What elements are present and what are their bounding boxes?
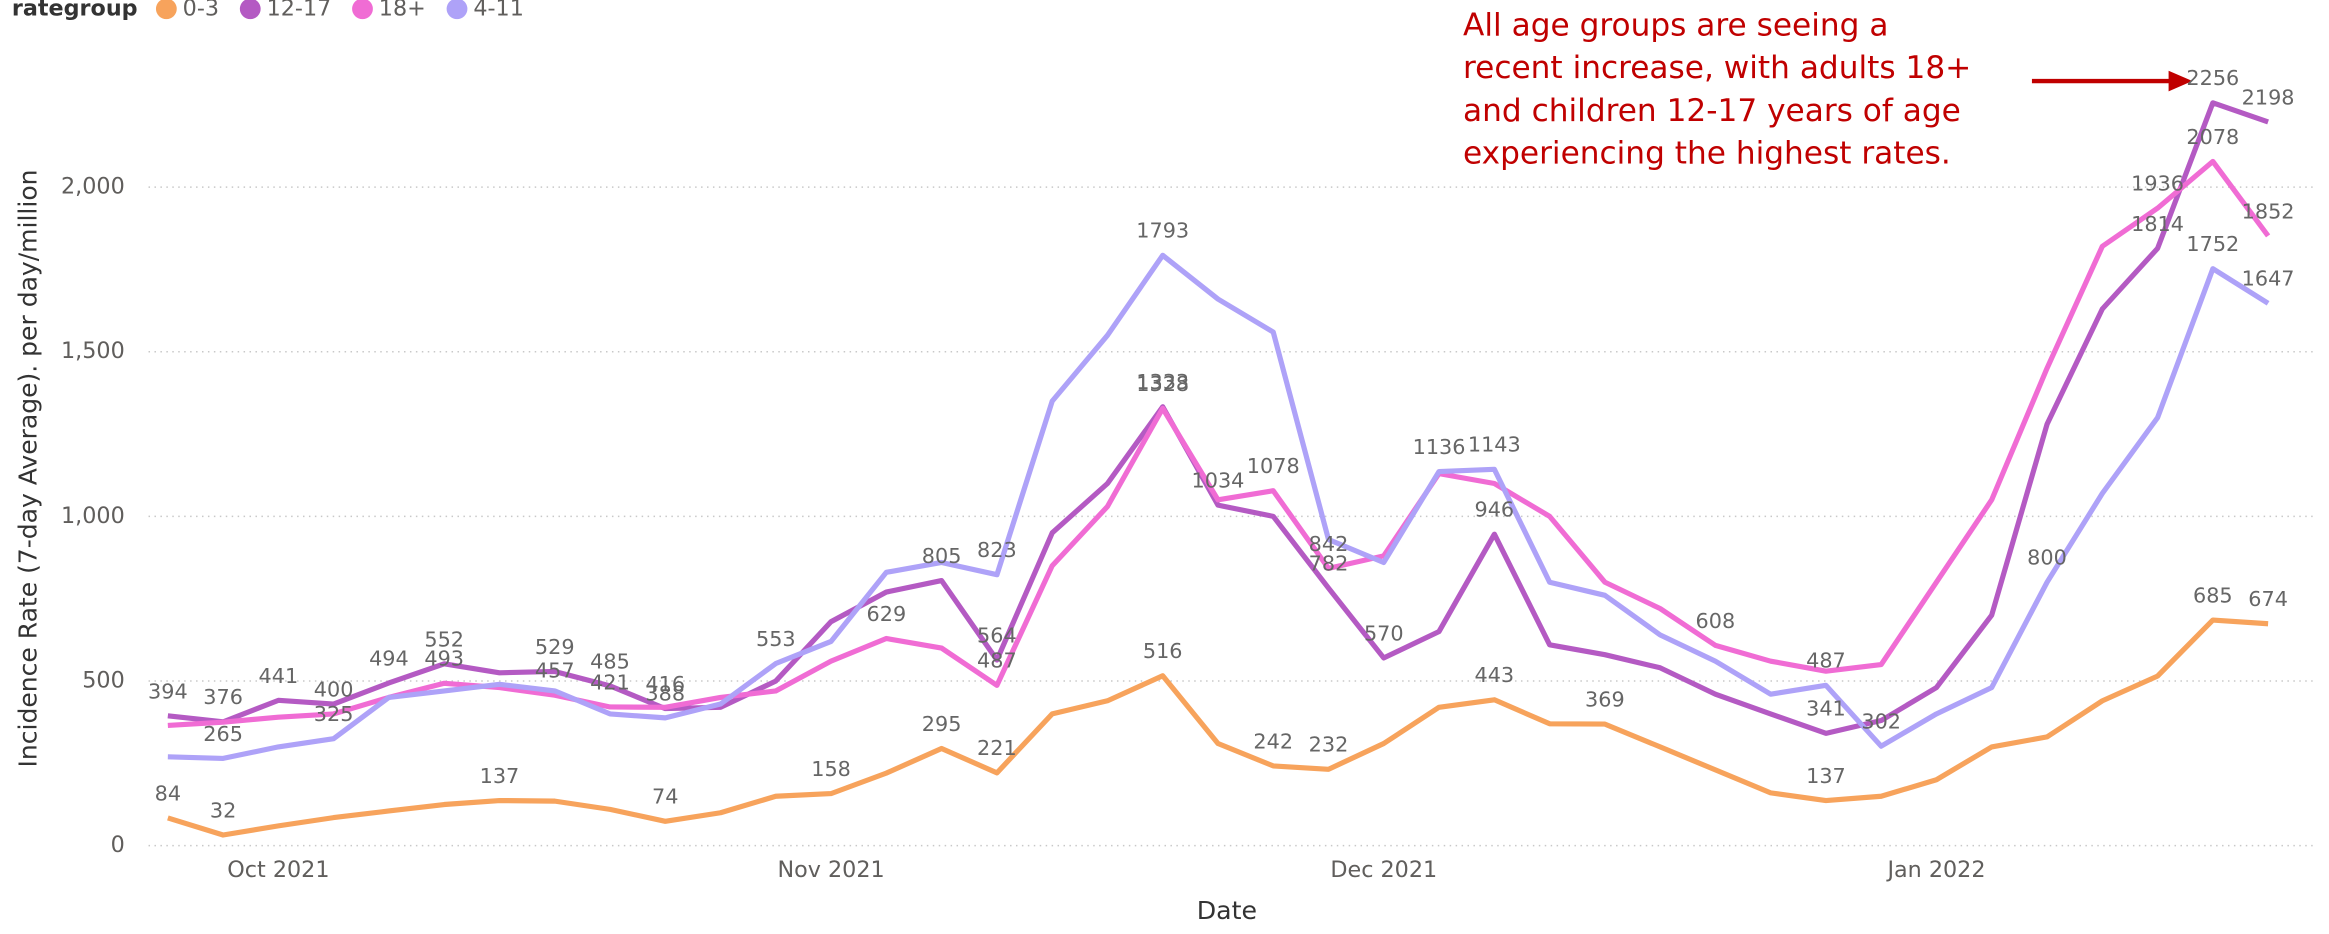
x-tick-label: Dec 2021 <box>1330 857 1437 883</box>
data-label: 341 <box>1806 697 1846 721</box>
annotation: experiencing the highest rates. <box>1463 136 1951 172</box>
data-label: 823 <box>977 538 1017 562</box>
data-label: 376 <box>203 685 243 709</box>
series-line <box>167 252 2270 761</box>
data-label: 529 <box>535 635 575 659</box>
data-label: 325 <box>314 702 354 726</box>
data-label: 552 <box>424 627 464 651</box>
annotation: recent increase, with adults 18+ <box>1463 50 1971 86</box>
data-label: 493 <box>424 647 464 671</box>
legend-label: 4-11 <box>473 0 524 21</box>
series-line <box>167 617 2269 838</box>
data-label: 1936 <box>2131 172 2184 196</box>
data-label: 494 <box>369 646 409 670</box>
data-label: 800 <box>2027 546 2067 570</box>
series-line <box>167 100 2269 736</box>
data-label: 1647 <box>2242 267 2295 291</box>
data-label: 487 <box>1806 649 1846 673</box>
data-label: 2198 <box>2242 85 2295 109</box>
data-label: 421 <box>590 670 630 694</box>
data-label: 1814 <box>2131 212 2184 236</box>
data-label: 1793 <box>1136 219 1189 243</box>
data-label: 485 <box>590 649 630 673</box>
data-label: 232 <box>1309 733 1349 757</box>
data-label: 242 <box>1253 729 1293 753</box>
x-tick-label: Jan 2022 <box>1885 857 1985 883</box>
y-tick-label: 1,000 <box>61 503 125 529</box>
legend-label: 18+ <box>379 0 426 21</box>
y-axis-title: Incidence Rate (7-day Average). per day/… <box>14 169 43 767</box>
data-label: 570 <box>1364 621 1404 645</box>
data-label: 685 <box>2193 584 2233 608</box>
data-label: 1078 <box>1247 454 1300 478</box>
data-label: 265 <box>203 722 243 746</box>
data-label: 388 <box>645 681 685 705</box>
data-label: 394 <box>148 679 188 703</box>
legend-marker <box>352 0 373 20</box>
annotation: All age groups are seeing a <box>1463 8 1888 44</box>
x-tick-label: Oct 2021 <box>227 857 329 883</box>
legend-marker <box>155 0 177 20</box>
data-label: 295 <box>922 712 962 736</box>
data-label: 553 <box>756 627 796 651</box>
data-label: 32 <box>210 799 236 823</box>
data-label: 1752 <box>2186 232 2239 256</box>
data-label: 629 <box>867 602 907 626</box>
data-label: 441 <box>259 664 299 688</box>
x-tick-label: Nov 2021 <box>777 857 884 883</box>
y-tick-label: 1,500 <box>61 338 125 364</box>
data-label: 302 <box>1861 710 1901 734</box>
x-axis-title: Date <box>1197 896 1257 925</box>
y-tick-label: 500 <box>82 668 125 694</box>
data-label: 137 <box>480 764 520 788</box>
data-label: 1333 <box>1136 370 1189 394</box>
data-label: 369 <box>1585 688 1625 712</box>
data-label: 443 <box>1474 663 1514 687</box>
legend-marker <box>446 0 468 20</box>
data-label: 416 <box>645 672 685 696</box>
data-label: 608 <box>1696 609 1736 633</box>
data-label: 674 <box>2248 587 2288 611</box>
data-label: 782 <box>1309 552 1349 576</box>
data-label: 457 <box>535 659 575 683</box>
data-label: 564 <box>977 623 1017 647</box>
legend-label: 12-17 <box>267 0 332 21</box>
data-label: 2078 <box>2186 125 2239 149</box>
data-label: 487 <box>977 649 1017 673</box>
y-tick-label: 2,000 <box>61 174 125 200</box>
y-tick-label: 0 <box>111 832 125 858</box>
data-label: 1136 <box>1413 435 1466 459</box>
data-label: 158 <box>811 757 851 781</box>
data-label: 516 <box>1143 639 1183 663</box>
data-label: 74 <box>652 785 678 809</box>
data-label: 1852 <box>2242 199 2295 223</box>
annotation: and children 12-17 years of age <box>1463 93 1961 129</box>
data-label: 137 <box>1806 764 1846 788</box>
data-label: 1143 <box>1468 433 1521 457</box>
series-line <box>167 158 2271 728</box>
data-label: 84 <box>155 781 181 805</box>
legend-label: 0-3 <box>183 0 219 21</box>
data-label: 1034 <box>1192 469 1245 493</box>
data-label: 842 <box>1309 532 1349 556</box>
data-label: 1328 <box>1136 372 1189 396</box>
legend-marker <box>239 0 261 20</box>
data-label: 221 <box>977 736 1017 760</box>
legend-title: rategroup <box>12 0 138 21</box>
data-label: 805 <box>922 544 962 568</box>
data-label: 2256 <box>2186 66 2239 90</box>
annotation-arrowhead <box>2168 70 2193 92</box>
data-label: 946 <box>1474 498 1514 522</box>
data-label: 400 <box>314 677 354 701</box>
